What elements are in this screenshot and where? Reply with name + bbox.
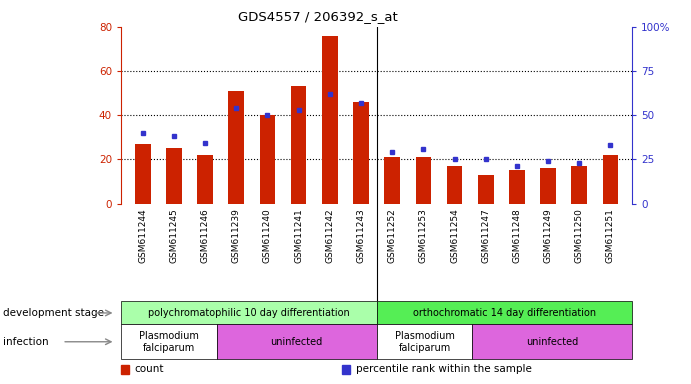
Bar: [353, 102, 369, 204]
Bar: [166, 148, 182, 204]
Bar: [415, 157, 431, 204]
Bar: [135, 144, 151, 204]
Text: development stage: development stage: [3, 308, 104, 318]
Bar: [384, 157, 400, 204]
Bar: [478, 175, 493, 204]
Text: GDS4557 / 206392_s_at: GDS4557 / 206392_s_at: [238, 10, 398, 23]
Bar: [260, 115, 275, 204]
Text: GSM611239: GSM611239: [231, 209, 240, 263]
Text: GSM611250: GSM611250: [575, 209, 584, 263]
Text: GSM611247: GSM611247: [481, 209, 490, 263]
Text: percentile rank within the sample: percentile rank within the sample: [356, 364, 532, 374]
Bar: [540, 168, 556, 204]
Text: GSM611246: GSM611246: [200, 209, 209, 263]
Text: GSM611253: GSM611253: [419, 209, 428, 263]
Text: polychromatophilic 10 day differentiation: polychromatophilic 10 day differentiatio…: [148, 308, 350, 318]
Text: uninfected: uninfected: [271, 337, 323, 347]
Text: GSM611244: GSM611244: [138, 209, 147, 263]
Text: GSM611254: GSM611254: [450, 209, 459, 263]
Bar: [198, 155, 213, 204]
Text: GSM611240: GSM611240: [263, 209, 272, 263]
Text: GSM611241: GSM611241: [294, 209, 303, 263]
Text: GSM611249: GSM611249: [544, 209, 553, 263]
Text: GSM611251: GSM611251: [606, 209, 615, 263]
Text: count: count: [135, 364, 164, 374]
Text: infection: infection: [3, 337, 49, 347]
Bar: [229, 91, 244, 204]
Bar: [509, 170, 524, 204]
Bar: [291, 86, 306, 204]
Text: GSM611243: GSM611243: [357, 209, 366, 263]
Bar: [571, 166, 587, 204]
Text: Plasmodium
falciparum: Plasmodium falciparum: [395, 331, 455, 353]
Bar: [322, 36, 338, 204]
Text: Plasmodium
falciparum: Plasmodium falciparum: [139, 331, 199, 353]
Text: GSM611245: GSM611245: [169, 209, 178, 263]
Bar: [447, 166, 462, 204]
Text: GSM611252: GSM611252: [388, 209, 397, 263]
Text: uninfected: uninfected: [527, 337, 578, 347]
Text: orthochromatic 14 day differentiation: orthochromatic 14 day differentiation: [413, 308, 596, 318]
Text: GSM611248: GSM611248: [513, 209, 522, 263]
Bar: [603, 155, 618, 204]
Text: GSM611242: GSM611242: [325, 209, 334, 263]
